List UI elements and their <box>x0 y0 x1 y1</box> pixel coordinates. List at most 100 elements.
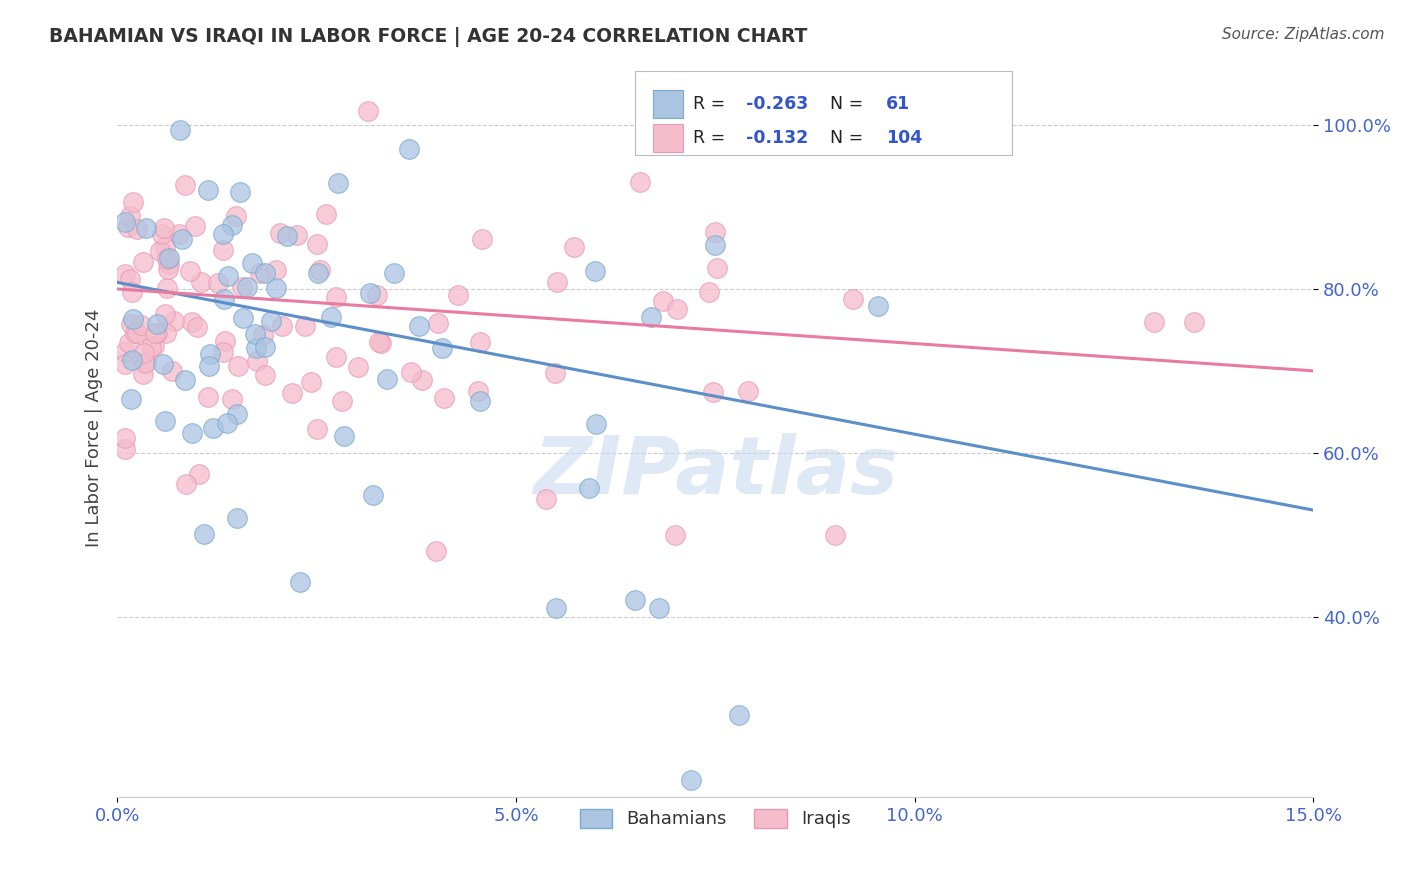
Point <box>232 310 254 325</box>
Point <box>249 266 271 280</box>
Point <box>737 384 759 399</box>
Point <box>132 367 155 381</box>
Point <box>288 574 311 589</box>
Point <box>315 207 337 221</box>
Point <box>131 318 153 332</box>
Point <box>728 707 751 722</box>
Point <box>155 326 177 340</box>
Point <box>702 384 724 399</box>
Point <box>276 229 298 244</box>
Point <box>264 263 287 277</box>
Point <box>325 350 347 364</box>
Point <box>153 240 176 254</box>
Point <box>181 426 204 441</box>
Point <box>269 226 291 240</box>
Point <box>307 422 329 436</box>
Point <box>163 314 186 328</box>
Point <box>245 326 267 341</box>
Point <box>299 376 322 390</box>
Text: N =: N = <box>830 95 869 112</box>
Point <box>212 243 235 257</box>
Point <box>578 481 600 495</box>
Point <box>467 384 489 399</box>
Point <box>221 218 243 232</box>
Point <box>347 359 370 374</box>
Point <box>153 414 176 428</box>
Point <box>114 215 136 229</box>
Point <box>190 275 212 289</box>
Point <box>425 544 447 558</box>
Point <box>162 364 184 378</box>
Point <box>139 341 162 355</box>
Point <box>866 300 889 314</box>
Point <box>704 225 727 239</box>
Point <box>330 394 353 409</box>
Point <box>114 432 136 446</box>
Point <box>271 319 294 334</box>
Point <box>824 527 846 541</box>
Point <box>143 326 166 341</box>
Point <box>640 310 662 325</box>
FancyBboxPatch shape <box>652 90 683 118</box>
Point <box>157 261 180 276</box>
Point <box>186 320 208 334</box>
Y-axis label: In Labor Force | Age 20-24: In Labor Force | Age 20-24 <box>86 309 103 548</box>
Text: N =: N = <box>830 128 869 147</box>
Point <box>188 467 211 481</box>
Point <box>398 143 420 157</box>
Point <box>153 307 176 321</box>
Point <box>197 390 219 404</box>
FancyBboxPatch shape <box>636 70 1012 155</box>
Point <box>430 342 453 356</box>
Point <box>357 103 380 118</box>
Point <box>135 355 157 369</box>
Point <box>666 301 689 316</box>
Point <box>624 593 647 607</box>
Point <box>181 315 204 329</box>
Point <box>156 281 179 295</box>
Point <box>118 209 141 223</box>
Text: R =: R = <box>693 95 730 112</box>
Point <box>226 407 249 421</box>
Point <box>228 185 250 199</box>
Point <box>122 312 145 326</box>
Point <box>433 391 456 405</box>
Point <box>201 421 224 435</box>
Point <box>197 183 219 197</box>
Point <box>706 261 728 276</box>
Point <box>471 232 494 246</box>
Point <box>326 176 349 190</box>
Point <box>198 359 221 373</box>
Point <box>132 255 155 269</box>
Point <box>143 338 166 352</box>
Point <box>1182 315 1205 329</box>
Point <box>114 268 136 282</box>
Text: 104: 104 <box>886 128 922 147</box>
Point <box>150 227 173 241</box>
Point <box>309 263 332 277</box>
Point <box>703 238 725 252</box>
Text: -0.263: -0.263 <box>747 95 808 112</box>
Point <box>252 327 274 342</box>
Text: Source: ZipAtlas.com: Source: ZipAtlas.com <box>1222 27 1385 42</box>
Text: R =: R = <box>693 128 730 147</box>
Point <box>562 240 585 254</box>
Point <box>359 286 381 301</box>
Point <box>370 335 392 350</box>
Text: BAHAMIAN VS IRAQI IN LABOR FORCE | AGE 20-24 CORRELATION CHART: BAHAMIAN VS IRAQI IN LABOR FORCE | AGE 2… <box>49 27 807 46</box>
Point <box>157 257 180 271</box>
Point <box>253 266 276 280</box>
Point <box>122 194 145 209</box>
Point <box>411 373 433 387</box>
Point <box>170 232 193 246</box>
Point <box>260 314 283 328</box>
Point <box>245 341 267 355</box>
Point <box>226 511 249 525</box>
Point <box>120 317 142 331</box>
Point <box>117 219 139 234</box>
Point <box>152 357 174 371</box>
Point <box>217 269 239 284</box>
Point <box>214 334 236 348</box>
Point <box>294 318 316 333</box>
Point <box>125 326 148 340</box>
